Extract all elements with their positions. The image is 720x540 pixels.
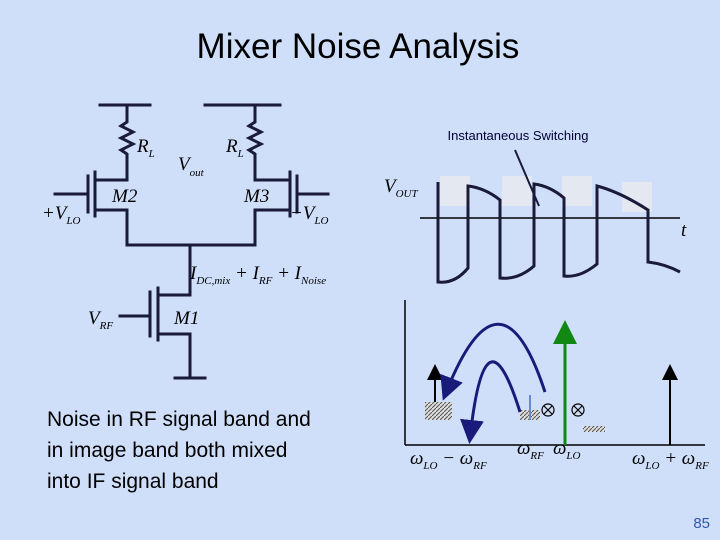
transistor-label: M2 xyxy=(111,186,138,207)
noise xyxy=(583,426,605,432)
resistor-label: RL xyxy=(136,136,155,160)
transistor-label: M3 xyxy=(243,186,269,207)
x-label: t xyxy=(681,220,687,241)
annotation: Instantaneous Switching xyxy=(448,128,589,143)
drive-label: −VLO xyxy=(290,203,329,227)
annotation-arrow xyxy=(514,149,540,207)
multiply-symbol xyxy=(541,403,585,417)
output-waveform xyxy=(436,182,681,284)
slide-title: Mixer Noise Analysis xyxy=(197,27,520,66)
rf-input-label: VRF xyxy=(88,308,113,332)
image-noise xyxy=(425,402,452,420)
transistor-label: M1 xyxy=(173,308,199,329)
circuit: RL RL Vout M2 M3 +VLO −VLO IDC,mix + IRF… xyxy=(42,103,330,380)
mixing-arrow xyxy=(460,360,522,444)
freq-label: ωRF xyxy=(517,438,544,462)
output-label: Vout xyxy=(178,154,205,179)
switching-window xyxy=(502,176,532,206)
waveform: Instantaneous Switching VOUT t xyxy=(384,128,687,284)
drive-label: +VLO xyxy=(42,203,81,227)
tail-current-label: IDC,mix + IRF + INoise xyxy=(189,263,326,287)
resistor-label: RL xyxy=(225,136,244,160)
freq-label: ωLO − ωRF xyxy=(410,448,487,472)
spectrum: ωLO − ωRF ωRF ωLO ωLO + ωRF xyxy=(404,300,709,472)
switching-window xyxy=(440,176,470,206)
freq-label: ωLO xyxy=(553,438,581,462)
switching-window xyxy=(562,176,592,206)
freq-label: ωLO + ωRF xyxy=(632,448,709,472)
body-text: Noise in RF signal band and in image ban… xyxy=(47,408,317,493)
y-label: VOUT xyxy=(384,176,418,200)
page-number: 85 xyxy=(693,515,710,532)
mixing-arrow xyxy=(440,322,547,401)
